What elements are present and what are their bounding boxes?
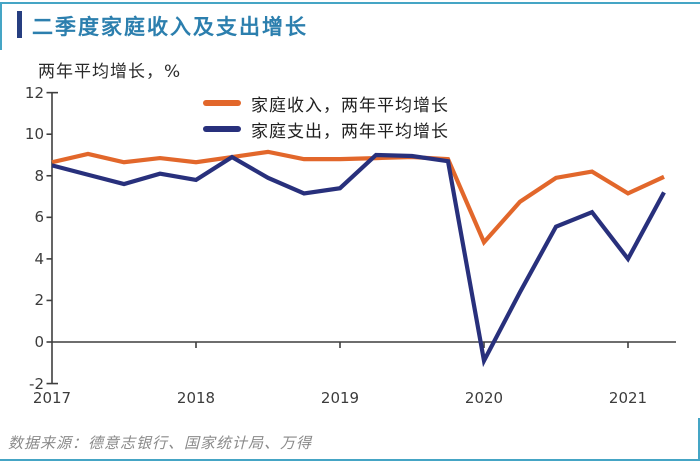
chart-title: 二季度家庭收入及支出增长 (32, 15, 308, 39)
border-bottom (0, 459, 700, 461)
expenditure-line (51, 152, 666, 368)
y-tick-label: 4 (34, 249, 44, 268)
y-tick-label: -2 (29, 374, 44, 393)
x-tick-label: 2018 (176, 389, 216, 407)
legend-item-expenditure: 家庭支出，两年平均增长 (203, 116, 449, 142)
legend: 家庭收入，两年平均增长 家庭支出，两年平均增长 (203, 90, 449, 142)
x-tick-label: 2020 (464, 389, 504, 407)
income-line-swatch (203, 100, 241, 106)
border-top (0, 2, 700, 4)
expenditure-line-swatch (203, 126, 241, 132)
x-tick-label: 2021 (608, 389, 648, 407)
x-tick-label: 2019 (320, 389, 360, 407)
income-line (51, 149, 665, 247)
source-note: 数据来源：德意志银行、国家统计局、万得 (8, 434, 313, 452)
y-tick-label: 12 (24, 83, 44, 102)
y-tick-label: 0 (34, 333, 44, 351)
border-left-corner (0, 2, 2, 50)
legend-item-income: 家庭收入，两年平均增长 (203, 90, 449, 116)
border-right-corner (698, 418, 700, 461)
legend-label-expenditure: 家庭支出，两年平均增长 (251, 121, 449, 142)
x-tick-label: 2017 (32, 389, 72, 407)
legend-label-income: 家庭收入，两年平均增长 (251, 95, 449, 116)
y-tick-label: 8 (34, 166, 44, 185)
y-tick-label: 10 (24, 125, 44, 144)
title-accent-bar (17, 11, 22, 38)
y-tick-label: 6 (34, 208, 44, 227)
y-axis-title: 两年平均增长，% (38, 62, 182, 82)
y-tick-label: 2 (34, 291, 44, 310)
